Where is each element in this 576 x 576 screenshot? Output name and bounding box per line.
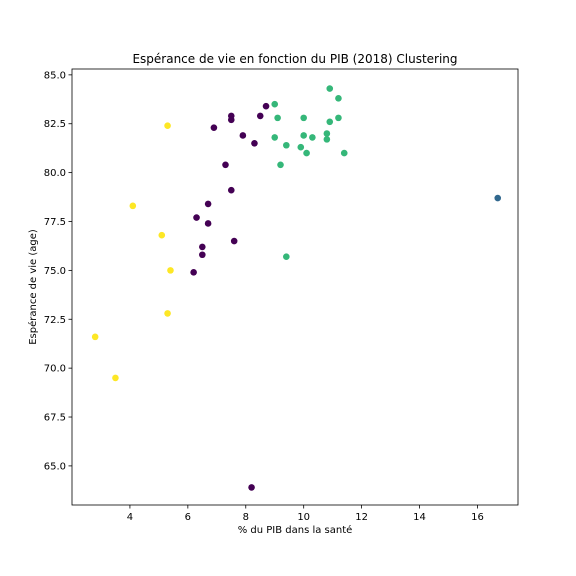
data-point-cluster-0 (204, 200, 212, 208)
data-point-cluster-2 (283, 253, 290, 260)
x-tick-label: 16 (471, 512, 484, 523)
data-point-cluster-2 (340, 149, 348, 157)
data-point-cluster-0 (256, 112, 264, 120)
data-point-cluster-3 (129, 202, 137, 210)
data-point-cluster-2 (271, 134, 279, 141)
data-point-cluster-2 (326, 118, 334, 126)
data-point-cluster-2 (323, 136, 331, 143)
data-point-cluster-2 (300, 132, 307, 139)
data-point-cluster-0 (262, 102, 270, 110)
y-tick-label: 75.0 (44, 266, 66, 277)
data-point-cluster-1 (494, 194, 502, 202)
data-point-cluster-0 (193, 214, 200, 221)
data-point-cluster-0 (199, 251, 206, 259)
data-point-cluster-0 (204, 220, 212, 227)
data-point-cluster-0 (248, 484, 255, 491)
data-point-cluster-3 (164, 310, 171, 317)
data-point-cluster-0 (227, 186, 235, 194)
chart-title: Espérance de vie en fonction du PIB (201… (132, 52, 457, 66)
data-point-cluster-2 (303, 149, 310, 157)
data-point-cluster-2 (300, 114, 307, 122)
data-point-cluster-2 (283, 141, 290, 149)
y-tick-label: 65.0 (44, 461, 66, 472)
y-axis-label: Espérance de vie (age) (27, 229, 39, 345)
data-point-cluster-2 (335, 114, 342, 122)
data-point-cluster-3 (91, 333, 99, 341)
data-point-cluster-2 (297, 143, 305, 151)
data-point-cluster-0 (227, 116, 235, 124)
y-tick-label: 80.0 (44, 168, 66, 179)
y-tick-label: 70.0 (44, 364, 66, 375)
data-point-cluster-2 (326, 85, 334, 92)
x-tick-label: 10 (297, 512, 310, 523)
x-tick-label: 8 (243, 512, 249, 523)
plot-area (91, 85, 502, 491)
x-tick-label: 6 (185, 512, 191, 523)
data-point-cluster-3 (158, 231, 166, 239)
data-point-cluster-3 (112, 374, 119, 382)
data-point-cluster-3 (164, 122, 171, 129)
data-point-cluster-2 (309, 134, 316, 141)
data-point-cluster-0 (239, 132, 247, 139)
data-point-cluster-2 (323, 130, 331, 137)
data-point-cluster-2 (274, 114, 281, 122)
data-point-cluster-0 (251, 139, 258, 147)
data-point-cluster-2 (277, 161, 284, 169)
x-tick-label: 14 (413, 512, 426, 523)
x-tick-label: 4 (127, 512, 133, 523)
y-tick-label: 67.5 (44, 413, 66, 424)
data-point-cluster-3 (167, 267, 174, 274)
x-tick-label: 12 (355, 512, 368, 523)
data-point-cluster-0 (230, 237, 238, 245)
data-point-cluster-0 (190, 269, 197, 276)
data-point-cluster-0 (222, 161, 229, 169)
data-point-cluster-2 (335, 95, 342, 102)
data-point-cluster-0 (199, 243, 206, 251)
data-point-cluster-2 (271, 100, 279, 108)
y-tick-label: 85.0 (44, 70, 66, 81)
x-axis: 4 6 8 10 12 14 16 (127, 505, 484, 523)
plot-frame (71, 68, 519, 506)
y-axis: 65.0 67.5 70.0 72.5 75.0 77.5 80.0 82.5 85.0 (44, 70, 72, 472)
y-tick-label: 72.5 (44, 315, 66, 326)
x-axis-label: % du PIB dans la santé (238, 524, 353, 536)
data-point-cluster-0 (210, 124, 218, 131)
y-tick-label: 82.5 (44, 119, 66, 130)
y-tick-label: 77.5 (44, 217, 66, 228)
